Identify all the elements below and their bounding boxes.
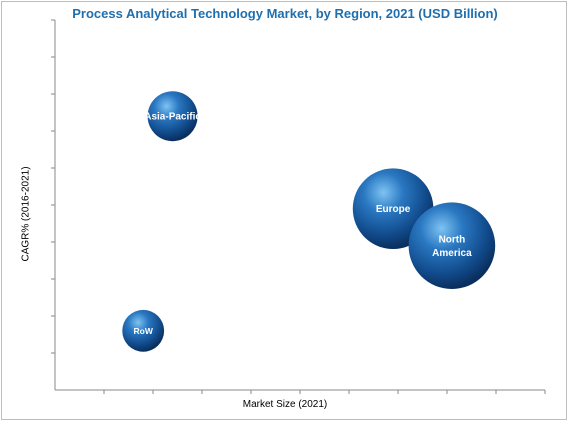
bubble-north-america [408,202,496,290]
bubble-label-europe: Europe [376,204,411,215]
bubble-row [122,309,165,352]
bubbles: Asia-Pacific Europe North America RoW [122,91,496,352]
bubble-label-asia-pacific: Asia-Pacific [144,112,201,123]
bubble-asia-pacific [147,91,198,142]
x-axis-label: Market Size (2021) [242,399,328,410]
axes [51,19,546,394]
chart-title: Process Analytical Technology Market, by… [72,6,498,21]
bubble-label-row: RoW [134,326,154,336]
bubble-label-north-america: North America [432,234,472,259]
